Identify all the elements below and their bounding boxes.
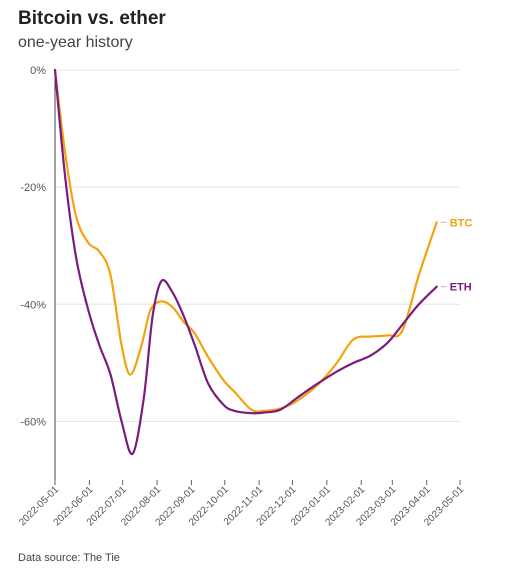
series-line-btc: [53, 68, 438, 413]
y-axis: 0% -20% -40% -60%: [20, 65, 46, 428]
y-tick-label: -60%: [20, 416, 46, 428]
y-tick-label: -20%: [20, 182, 46, 194]
line-chart: 0%-20%-40%-60% 2022-05-012022-06-012022-…: [17, 65, 473, 528]
chart-title: Bitcoin vs. ether: [18, 8, 166, 29]
series-lines: [53, 68, 438, 455]
data-source-note: Data source: The Tie: [18, 552, 120, 564]
series-line-eth: [53, 68, 438, 455]
grid-lines: [55, 69, 460, 422]
y-tick-label: 0%: [30, 65, 46, 77]
series-labels: BTC ETH: [440, 217, 473, 294]
series-label-btc: BTC: [450, 217, 473, 229]
y-tick-label: -40%: [20, 299, 46, 311]
series-label-eth: ETH: [450, 282, 472, 294]
chart-subtitle: one-year history: [18, 34, 133, 51]
